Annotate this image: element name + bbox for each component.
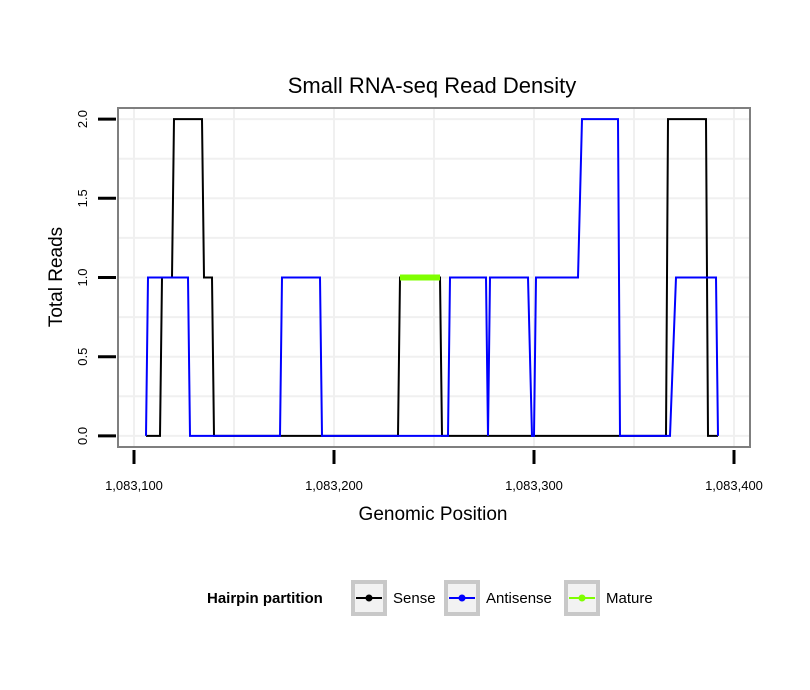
- legend-key-dot: [365, 594, 373, 602]
- legend-label: Mature: [606, 590, 653, 607]
- legend-title: Hairpin partition: [207, 590, 323, 607]
- legend: Hairpin partition Sense Antisense Mature: [207, 580, 653, 616]
- series-line-antisense: [145, 118, 719, 437]
- chart-title: Small RNA-seq Read Density: [288, 73, 577, 98]
- x-tick-label: 1,083,400: [705, 478, 763, 493]
- legend-key-dot: [458, 594, 466, 602]
- x-tick-label: 1,083,100: [105, 478, 163, 493]
- legend-item-antisense: Antisense: [444, 580, 552, 616]
- legend-label: Sense: [393, 590, 436, 607]
- x-tick-label: 1,083,300: [505, 478, 563, 493]
- legend-item-sense: Sense: [351, 580, 436, 616]
- y-tick-label: 0.5: [75, 348, 90, 366]
- x-tick-label: 1,083,200: [305, 478, 363, 493]
- y-axis-label: Total Reads: [46, 227, 67, 327]
- y-tick-label: 1.5: [75, 189, 90, 207]
- x-axis-label: Genomic Position: [359, 504, 508, 525]
- grid-lines: [119, 109, 749, 446]
- y-tick-label: 1.0: [75, 268, 90, 286]
- series-lines: [145, 118, 719, 437]
- legend-item-mature: Mature: [564, 580, 653, 616]
- legend-key-dot: [578, 594, 586, 602]
- axes: 1,083,100 1,083,200 1,083,300 1,083,400 0.0 0…: [75, 110, 763, 493]
- y-tick-label: 0.0: [75, 427, 90, 445]
- legend-label: Antisense: [486, 590, 552, 607]
- y-tick-label: 2.0: [75, 110, 90, 128]
